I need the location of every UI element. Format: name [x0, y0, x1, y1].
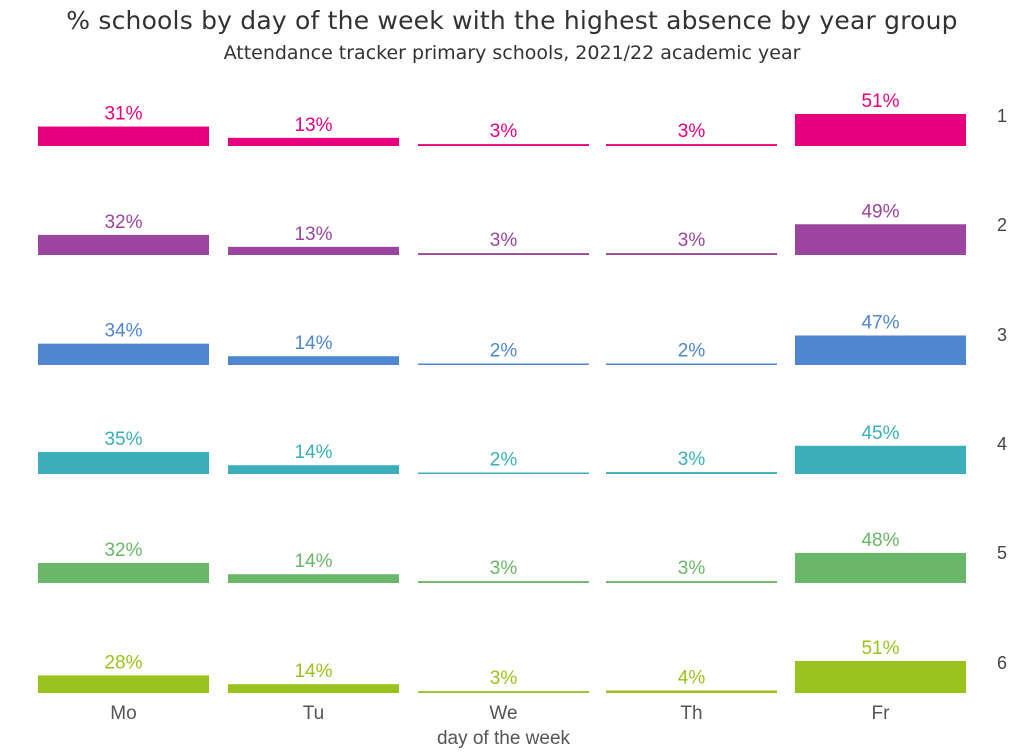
bar-6-fr: [795, 661, 966, 693]
bar-1-th: [606, 144, 777, 146]
data-label-4-mo: 35%: [104, 429, 142, 450]
bar-1-fr: [795, 114, 966, 146]
data-label-1-tu: 13%: [294, 115, 332, 136]
bar-2-fr: [795, 224, 966, 255]
data-label-1-we: 3%: [490, 121, 518, 142]
facet-label-3: 3: [997, 325, 1007, 345]
facet-row-3: 34% 14% 2% 2% 47% 3: [38, 313, 1007, 365]
data-label-5-th: 3%: [678, 558, 706, 579]
facet-row-4: 35% 14% 2% 3% 45% 4: [38, 423, 1007, 474]
x-tick-mo: Mo: [110, 703, 136, 724]
facet-label-1: 1: [997, 106, 1007, 126]
data-label-2-th: 3%: [678, 230, 706, 251]
facet-row-6: 28% 14% 3% 4% 51% 6: [38, 638, 1007, 693]
bar-6-th: [606, 690, 777, 693]
bar-1-tu: [228, 137, 399, 146]
bar-2-we: [418, 253, 589, 255]
x-tick-fr: Fr: [872, 703, 891, 724]
bar-5-we: [418, 581, 589, 583]
data-label-3-tu: 14%: [294, 333, 332, 354]
facet-label-2: 2: [997, 215, 1007, 235]
data-label-6-mo: 28%: [104, 652, 142, 673]
bar-4-th: [606, 472, 777, 474]
facet-label-6: 6: [997, 653, 1007, 673]
facet-row-1: 31% 13% 3% 3% 51% 1: [38, 91, 1007, 146]
bar-5-fr: [795, 552, 966, 583]
data-label-1-fr: 51%: [861, 91, 899, 112]
x-tick-tu: Tu: [303, 703, 324, 724]
facet-row-5: 32% 14% 3% 3% 48% 5: [38, 530, 1007, 583]
data-label-3-fr: 47%: [861, 313, 899, 334]
bar-4-tu: [228, 465, 399, 474]
bar-3-tu: [228, 356, 399, 365]
facet-row-2: 32% 13% 3% 3% 49% 2: [38, 201, 1007, 255]
facet-label-5: 5: [997, 543, 1007, 563]
x-tick-we: We: [489, 703, 517, 724]
data-label-6-we: 3%: [490, 668, 518, 689]
data-label-6-tu: 14%: [294, 661, 332, 682]
data-label-3-we: 2%: [490, 341, 518, 362]
bar-2-tu: [228, 246, 399, 255]
data-label-5-fr: 48%: [861, 530, 899, 551]
data-label-3-mo: 34%: [104, 321, 142, 342]
bar-2-th: [606, 253, 777, 255]
x-tick-th: Th: [680, 703, 702, 724]
bar-1-mo: [38, 126, 209, 146]
data-label-5-mo: 32%: [104, 540, 142, 561]
data-label-2-we: 3%: [490, 230, 518, 251]
data-label-5-tu: 14%: [294, 551, 332, 572]
bar-5-mo: [38, 562, 209, 583]
bar-3-fr: [795, 335, 966, 365]
chart-title: % schools by day of the week with the hi…: [66, 6, 958, 35]
bar-2-mo: [38, 234, 209, 255]
bar-6-mo: [38, 675, 209, 693]
data-label-1-th: 3%: [678, 121, 706, 142]
data-label-3-th: 2%: [678, 341, 706, 362]
bar-3-we: [418, 363, 589, 365]
data-label-4-fr: 45%: [861, 423, 899, 444]
bar-3-th: [606, 363, 777, 365]
data-label-4-we: 2%: [490, 450, 518, 471]
data-label-2-mo: 32%: [104, 212, 142, 233]
data-label-4-tu: 14%: [294, 442, 332, 463]
data-label-6-th: 4%: [678, 667, 706, 688]
data-label-2-fr: 49%: [861, 201, 899, 222]
bar-4-mo: [38, 452, 209, 474]
data-label-6-fr: 51%: [861, 638, 899, 659]
bar-3-mo: [38, 343, 209, 365]
bar-6-we: [418, 691, 589, 693]
bar-5-th: [606, 581, 777, 583]
bar-4-we: [418, 472, 589, 474]
bar-1-we: [418, 144, 589, 146]
chart-subtitle: Attendance tracker primary schools, 2021…: [223, 42, 801, 64]
bar-5-tu: [228, 574, 399, 583]
bar-6-tu: [228, 684, 399, 693]
data-label-2-tu: 13%: [294, 224, 332, 245]
x-axis-label: day of the week: [437, 728, 571, 749]
data-label-1-mo: 31%: [104, 104, 142, 125]
data-label-4-th: 3%: [678, 449, 706, 470]
facet-label-4: 4: [997, 434, 1007, 454]
bar-4-fr: [795, 445, 966, 474]
data-label-5-we: 3%: [490, 558, 518, 579]
